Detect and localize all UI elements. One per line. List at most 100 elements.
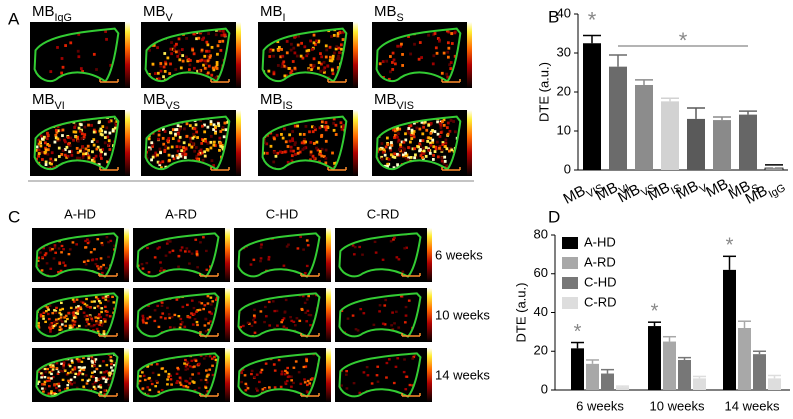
pixel bbox=[454, 130, 457, 133]
pixel bbox=[100, 371, 103, 373]
pixel bbox=[375, 251, 378, 253]
pixel bbox=[294, 52, 297, 55]
pixel bbox=[430, 144, 433, 147]
pixel bbox=[46, 262, 49, 264]
pixel bbox=[430, 132, 433, 135]
pixel bbox=[273, 151, 276, 154]
pixel bbox=[325, 56, 328, 59]
pixel bbox=[307, 244, 310, 246]
pixel bbox=[429, 152, 432, 155]
pixel bbox=[102, 264, 105, 266]
pixel bbox=[78, 157, 81, 160]
pixel bbox=[279, 150, 282, 153]
pixel bbox=[60, 251, 63, 253]
pixel bbox=[157, 72, 160, 75]
pixel bbox=[245, 383, 248, 385]
pixel bbox=[331, 152, 334, 155]
pixel bbox=[224, 122, 227, 125]
pixel bbox=[51, 312, 54, 314]
pixel bbox=[313, 64, 316, 67]
heatmap-image bbox=[141, 110, 241, 179]
pixel bbox=[382, 60, 385, 63]
pixel bbox=[291, 139, 294, 142]
pixel bbox=[199, 59, 202, 62]
pixel bbox=[64, 369, 67, 371]
pixel bbox=[306, 52, 309, 55]
pixel bbox=[340, 43, 343, 46]
pixel bbox=[44, 368, 47, 370]
pixel bbox=[290, 386, 293, 388]
pixel bbox=[61, 134, 64, 137]
pixel bbox=[157, 391, 160, 393]
colorbar bbox=[225, 228, 230, 282]
pixel bbox=[325, 48, 328, 51]
pixel bbox=[73, 382, 76, 384]
pixel bbox=[48, 392, 51, 394]
colorbar bbox=[125, 110, 130, 176]
pixel bbox=[409, 53, 412, 56]
pixel bbox=[87, 260, 90, 262]
colorbar bbox=[467, 22, 472, 88]
pixel bbox=[38, 152, 41, 155]
pixel bbox=[312, 130, 315, 133]
pixel bbox=[69, 365, 72, 367]
pixel bbox=[108, 139, 111, 142]
pixel bbox=[391, 61, 394, 64]
pixel bbox=[342, 125, 345, 128]
pixel bbox=[105, 126, 108, 129]
pixel bbox=[182, 306, 185, 308]
pixel bbox=[50, 373, 53, 375]
pixel bbox=[410, 137, 413, 140]
pixel bbox=[109, 372, 112, 374]
pixel bbox=[203, 130, 206, 133]
pixel bbox=[215, 33, 218, 36]
pixel bbox=[194, 239, 197, 241]
pixel bbox=[49, 70, 52, 73]
pixel bbox=[207, 32, 210, 35]
label-main: MB bbox=[260, 91, 283, 108]
pixel bbox=[161, 368, 164, 370]
legend-label: A-RD bbox=[584, 254, 616, 269]
pixel bbox=[206, 381, 209, 383]
pixel bbox=[81, 145, 84, 148]
pixel bbox=[347, 317, 350, 319]
pixel bbox=[430, 122, 433, 125]
annotation: * bbox=[679, 28, 688, 53]
pixel bbox=[195, 146, 198, 149]
pixel bbox=[268, 256, 271, 258]
pixel bbox=[72, 139, 75, 142]
pixel bbox=[286, 51, 289, 54]
bar bbox=[723, 270, 736, 390]
pixel bbox=[193, 307, 196, 309]
pixel bbox=[48, 385, 51, 387]
pixel bbox=[58, 155, 61, 158]
pixel bbox=[277, 64, 280, 67]
pixel bbox=[75, 135, 78, 138]
pixel bbox=[305, 360, 308, 362]
pixel bbox=[80, 123, 83, 126]
pixel bbox=[390, 141, 393, 144]
pixel bbox=[133, 282, 136, 284]
pixel bbox=[423, 152, 426, 155]
pixel bbox=[220, 34, 223, 37]
pixel bbox=[146, 317, 149, 319]
pixel bbox=[62, 367, 65, 369]
pixel bbox=[303, 133, 306, 136]
pixel bbox=[92, 383, 95, 385]
pixel bbox=[51, 248, 54, 250]
pixel bbox=[161, 312, 164, 314]
pixel bbox=[299, 133, 302, 136]
pixel bbox=[318, 61, 321, 64]
pixel bbox=[272, 300, 275, 302]
pixel bbox=[87, 380, 90, 382]
pixel bbox=[159, 65, 162, 68]
pixel bbox=[91, 150, 94, 153]
pixel bbox=[176, 145, 179, 148]
pixel bbox=[96, 265, 99, 267]
pixel bbox=[280, 133, 283, 136]
pixel bbox=[62, 379, 65, 381]
label: MBI bbox=[260, 3, 286, 24]
pixel bbox=[90, 251, 93, 253]
pixel bbox=[201, 125, 204, 128]
pixel bbox=[452, 120, 455, 123]
